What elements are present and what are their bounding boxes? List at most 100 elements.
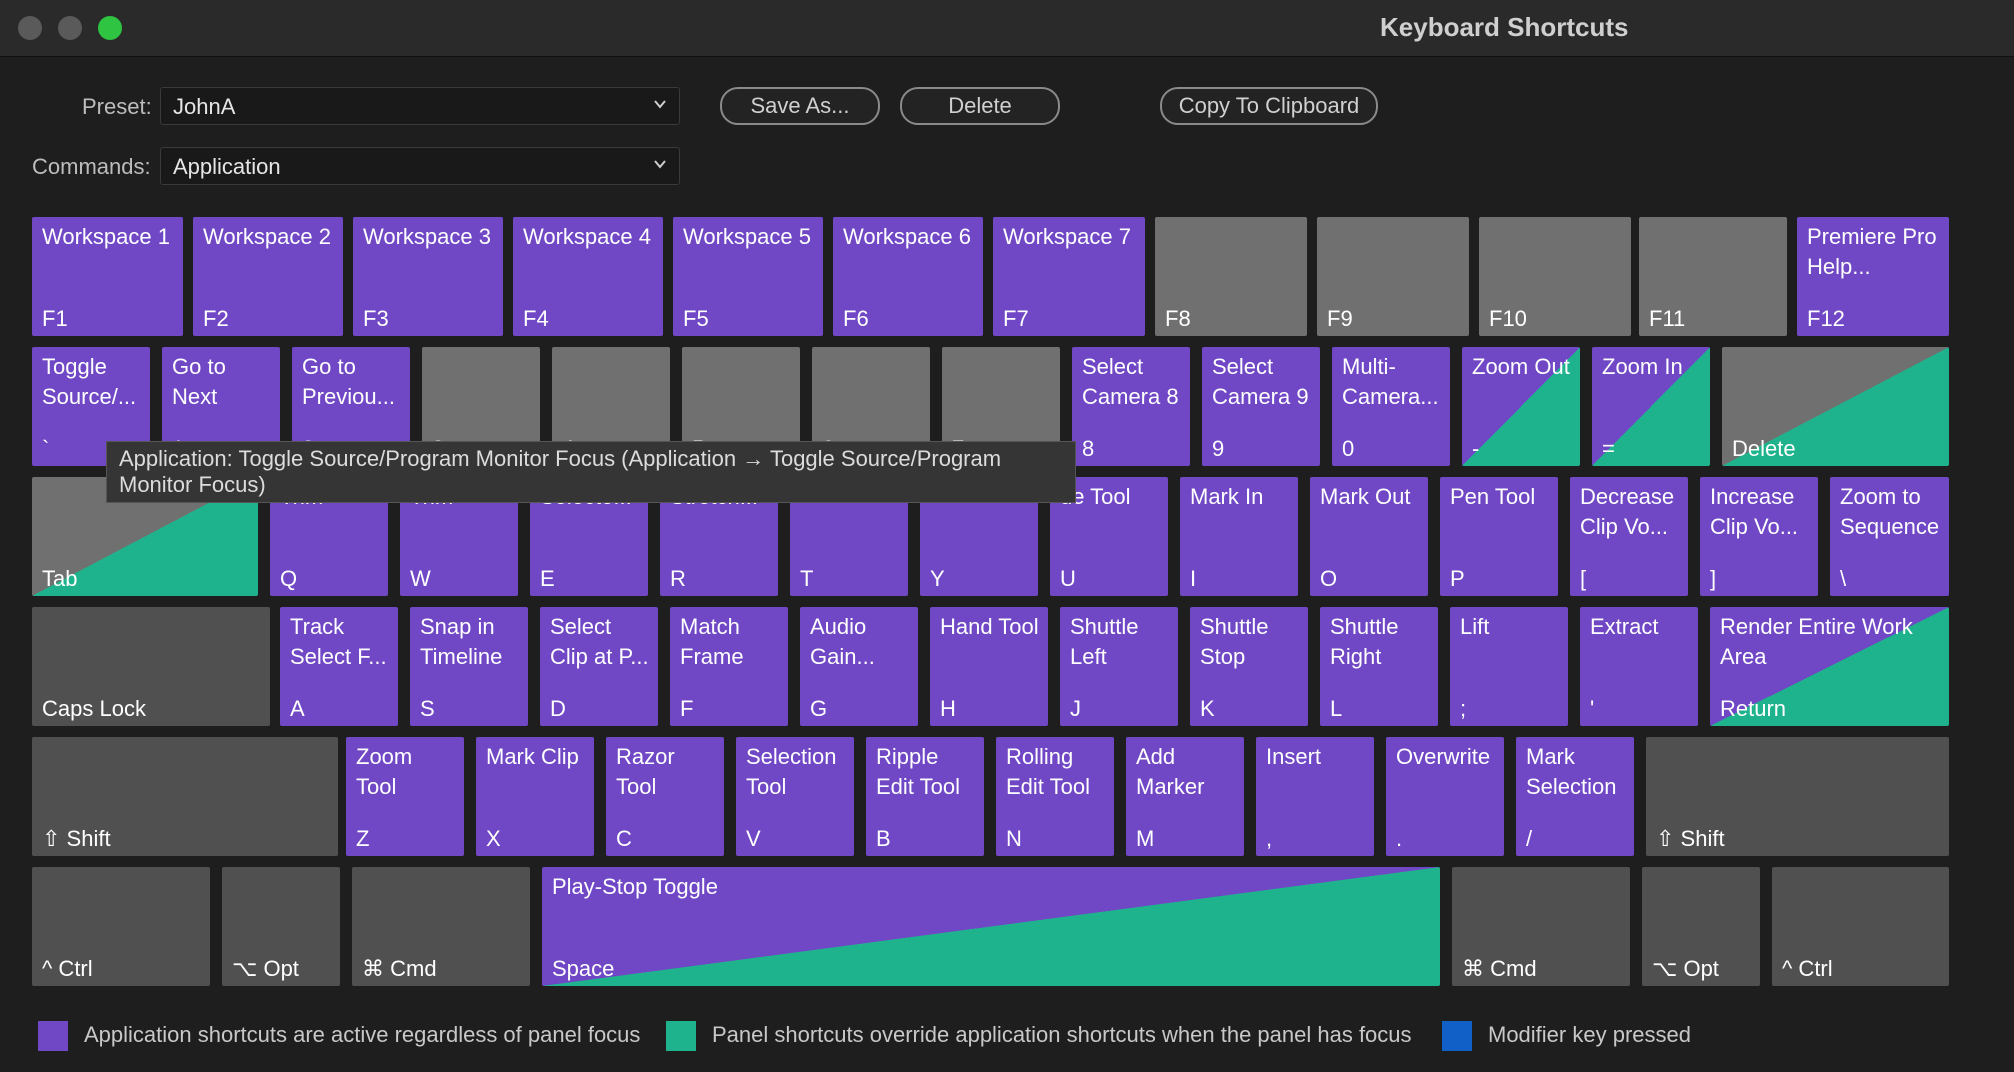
key-f11[interactable]: F11 bbox=[1639, 217, 1787, 336]
key-i[interactable]: Mark In I bbox=[1180, 477, 1298, 596]
key-cap-label: F7 bbox=[1003, 306, 1029, 331]
key-f4[interactable]: Workspace 4 F4 bbox=[513, 217, 663, 336]
key-command-label: Zoom to Sequence bbox=[1840, 484, 1940, 539]
save-as-button[interactable]: Save As... bbox=[720, 87, 880, 125]
key-z[interactable]: Zoom Tool Z bbox=[346, 737, 464, 856]
key-caps-lock[interactable]: Caps Lock bbox=[32, 607, 270, 726]
close-window-button[interactable] bbox=[18, 16, 42, 40]
key-minus[interactable]: Zoom Out - bbox=[1462, 347, 1580, 466]
key-cap-label: N bbox=[1006, 826, 1022, 851]
key-cap-label: A bbox=[290, 696, 305, 721]
key-command-label: Shuttle Right bbox=[1330, 614, 1399, 669]
key-left-bracket[interactable]: Decrease Clip Vo... [ bbox=[1570, 477, 1688, 596]
key-0[interactable]: Multi-Camera... 0 bbox=[1332, 347, 1450, 466]
key-p[interactable]: Pen Tool P bbox=[1440, 477, 1558, 596]
key-f5[interactable]: Workspace 5 F5 bbox=[673, 217, 823, 336]
key-slash[interactable]: Mark Selection / bbox=[1516, 737, 1634, 856]
key-quote[interactable]: Extract ' bbox=[1580, 607, 1698, 726]
zoom-window-button[interactable] bbox=[98, 16, 122, 40]
key-opt-5[interactable]: ⌥ Opt bbox=[1642, 867, 1760, 986]
key-x[interactable]: Mark Clip X bbox=[476, 737, 594, 856]
key-cap-label: Return bbox=[1720, 696, 1787, 721]
key-command-label: Match Frame bbox=[680, 614, 744, 669]
key-command-label: Ripple Edit Tool bbox=[876, 744, 960, 799]
legend-application-text: Application shortcuts are active regardl… bbox=[84, 1022, 641, 1047]
key-d[interactable]: Select Clip at P... D bbox=[540, 607, 658, 726]
key-n[interactable]: Rolling Edit Tool N bbox=[996, 737, 1114, 856]
key-shift-11[interactable]: ⇧ Shift bbox=[1646, 737, 1949, 856]
key-command-label: Selection Tool bbox=[746, 744, 837, 799]
key-command-label: Render Entire Work Area bbox=[1720, 614, 1913, 669]
key-g[interactable]: Audio Gain... G bbox=[800, 607, 918, 726]
key-period[interactable]: Overwrite. bbox=[1386, 737, 1504, 856]
key-semicolon[interactable]: Lift; bbox=[1450, 607, 1568, 726]
key-cap-label: U bbox=[1060, 566, 1076, 591]
key-comma[interactable]: Insert, bbox=[1256, 737, 1374, 856]
key-a[interactable]: Track Select F... A bbox=[280, 607, 398, 726]
key-backslash[interactable]: Zoom to Sequence \ bbox=[1830, 477, 1949, 596]
key-f10[interactable]: F10 bbox=[1479, 217, 1631, 336]
key-opt-1[interactable]: ⌥ Opt bbox=[222, 867, 340, 986]
key-shift-0[interactable]: ⇧ Shift bbox=[32, 737, 338, 856]
key-f1[interactable]: Workspace 1 F1 bbox=[32, 217, 183, 336]
key-f[interactable]: Match Frame F bbox=[670, 607, 788, 726]
key-cap-label: F5 bbox=[683, 306, 709, 331]
key-cmd-2[interactable]: ⌘ Cmd bbox=[352, 867, 530, 986]
key-cap-label: V bbox=[746, 826, 761, 851]
key-k[interactable]: Shuttle Stop K bbox=[1190, 607, 1308, 726]
key-cap-label: Caps Lock bbox=[42, 696, 146, 721]
key-command-label: Select Camera 8 bbox=[1082, 354, 1179, 409]
key-f2[interactable]: Workspace 2 F2 bbox=[193, 217, 343, 336]
key-ctrl-6[interactable]: ^ Ctrl bbox=[1772, 867, 1949, 986]
key-l[interactable]: Shuttle Right L bbox=[1320, 607, 1438, 726]
key-cap-label: F2 bbox=[203, 306, 229, 331]
key-command-label: Shuttle Stop bbox=[1200, 614, 1269, 669]
key-command-label: Mark In bbox=[1190, 484, 1264, 509]
key-m[interactable]: Add Marker M bbox=[1126, 737, 1244, 856]
key-command-label: Hand Tool bbox=[940, 614, 1039, 639]
preset-dropdown[interactable]: JohnA bbox=[160, 87, 680, 125]
key-v[interactable]: Selection Tool V bbox=[736, 737, 854, 856]
key-delete[interactable]: Delete bbox=[1722, 347, 1949, 466]
key-b[interactable]: Ripple Edit Tool B bbox=[866, 737, 984, 856]
key-f3[interactable]: Workspace 3 F3 bbox=[353, 217, 503, 336]
delete-preset-button[interactable]: Delete bbox=[900, 87, 1060, 125]
key-f7[interactable]: Workspace 7 F7 bbox=[993, 217, 1145, 336]
legend-modifier: Modifier key pressed bbox=[1442, 1021, 1762, 1053]
key-cap-label: Space bbox=[552, 956, 615, 981]
key-equals[interactable]: Zoom In = bbox=[1592, 347, 1710, 466]
key-f9[interactable]: F9 bbox=[1317, 217, 1469, 336]
key-command-label: Workspace 4 bbox=[523, 224, 651, 249]
key-right-bracket[interactable]: Increase Clip Vo...] bbox=[1700, 477, 1818, 596]
key-j[interactable]: Shuttle Left J bbox=[1060, 607, 1178, 726]
key-o[interactable]: Mark Out O bbox=[1310, 477, 1428, 596]
key-f12[interactable]: Premiere Pro Help... F12 bbox=[1797, 217, 1949, 336]
key-space-3[interactable]: Play-Stop Toggle Space bbox=[542, 867, 1440, 986]
key-cap-label: ; bbox=[1460, 696, 1467, 721]
key-cap-label: C bbox=[616, 826, 632, 851]
key-c[interactable]: Razor Tool C bbox=[606, 737, 724, 856]
key-f6[interactable]: Workspace 6 F6 bbox=[833, 217, 983, 336]
key-ctrl-0[interactable]: ^ Ctrl bbox=[32, 867, 210, 986]
key-cap-label: M bbox=[1136, 826, 1155, 851]
key-s[interactable]: Snap in Timeline S bbox=[410, 607, 528, 726]
key-cap-label: R bbox=[670, 566, 686, 591]
key-9[interactable]: Select Camera 9 9 bbox=[1202, 347, 1320, 466]
key-f8[interactable]: F8 bbox=[1155, 217, 1307, 336]
commands-label: Commands: bbox=[32, 154, 151, 179]
key-return[interactable]: Render Entire Work Area Return bbox=[1710, 607, 1949, 726]
minimize-window-button[interactable] bbox=[58, 16, 82, 40]
key-cap-label: Tab bbox=[42, 566, 78, 591]
key-h[interactable]: Hand Tool H bbox=[930, 607, 1048, 726]
key-cap-label: Delete bbox=[1732, 436, 1796, 461]
key-cap-label: ' bbox=[1590, 696, 1595, 721]
key-8[interactable]: Select Camera 8 8 bbox=[1072, 347, 1190, 466]
commands-dropdown[interactable]: Application bbox=[160, 147, 680, 185]
key-cap-label: P bbox=[1450, 566, 1465, 591]
key-command-label: Go to Next bbox=[172, 354, 226, 409]
key-cmd-4[interactable]: ⌘ Cmd bbox=[1452, 867, 1630, 986]
key-command-label: Overwrite bbox=[1396, 744, 1491, 769]
legend-panel: Panel shortcuts override application sho… bbox=[666, 1021, 1446, 1053]
key-command-label: Workspace 7 bbox=[1003, 224, 1131, 249]
copy-to-clipboard-button[interactable]: Copy To Clipboard bbox=[1160, 87, 1378, 125]
